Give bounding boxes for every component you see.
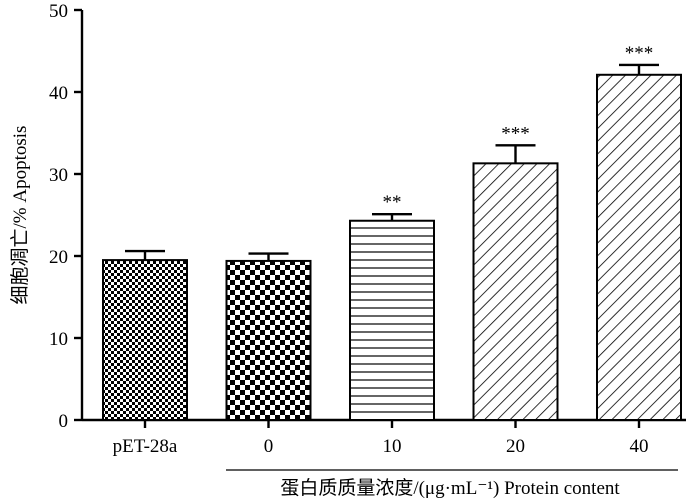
significance-label: ** [383,192,402,213]
x-tick-label: 40 [630,436,649,457]
x-tick-label: 20 [506,436,525,457]
y-tick-label: 30 [49,165,68,186]
significance-label: *** [625,43,654,64]
x-axis: pET-28a 0 10 20 40 [82,418,686,457]
bar [596,73,682,421]
y-tick-label: 50 [49,1,68,22]
y-tick-label: 0 [59,411,69,432]
y-tick-label: 40 [49,83,68,104]
bar [472,162,559,421]
x-tick-label: pET-28a [113,436,178,457]
bar [349,219,435,421]
bars: ******** [102,43,682,422]
significance-label: *** [501,123,530,144]
x-tick-label: 0 [264,436,274,457]
x-axis-title: 蛋白质质量浓度/(μg·mL⁻¹) Protein content [280,477,620,499]
y-tick-label: 20 [49,247,68,268]
bar [102,259,188,421]
x-tick-label: 10 [383,436,402,457]
bar [225,259,312,422]
y-axis-title: 细胞凋亡/% Apoptosis [9,126,31,305]
y-tick-label: 10 [49,329,68,350]
y-axis: 0 10 20 30 40 50 [49,1,84,432]
